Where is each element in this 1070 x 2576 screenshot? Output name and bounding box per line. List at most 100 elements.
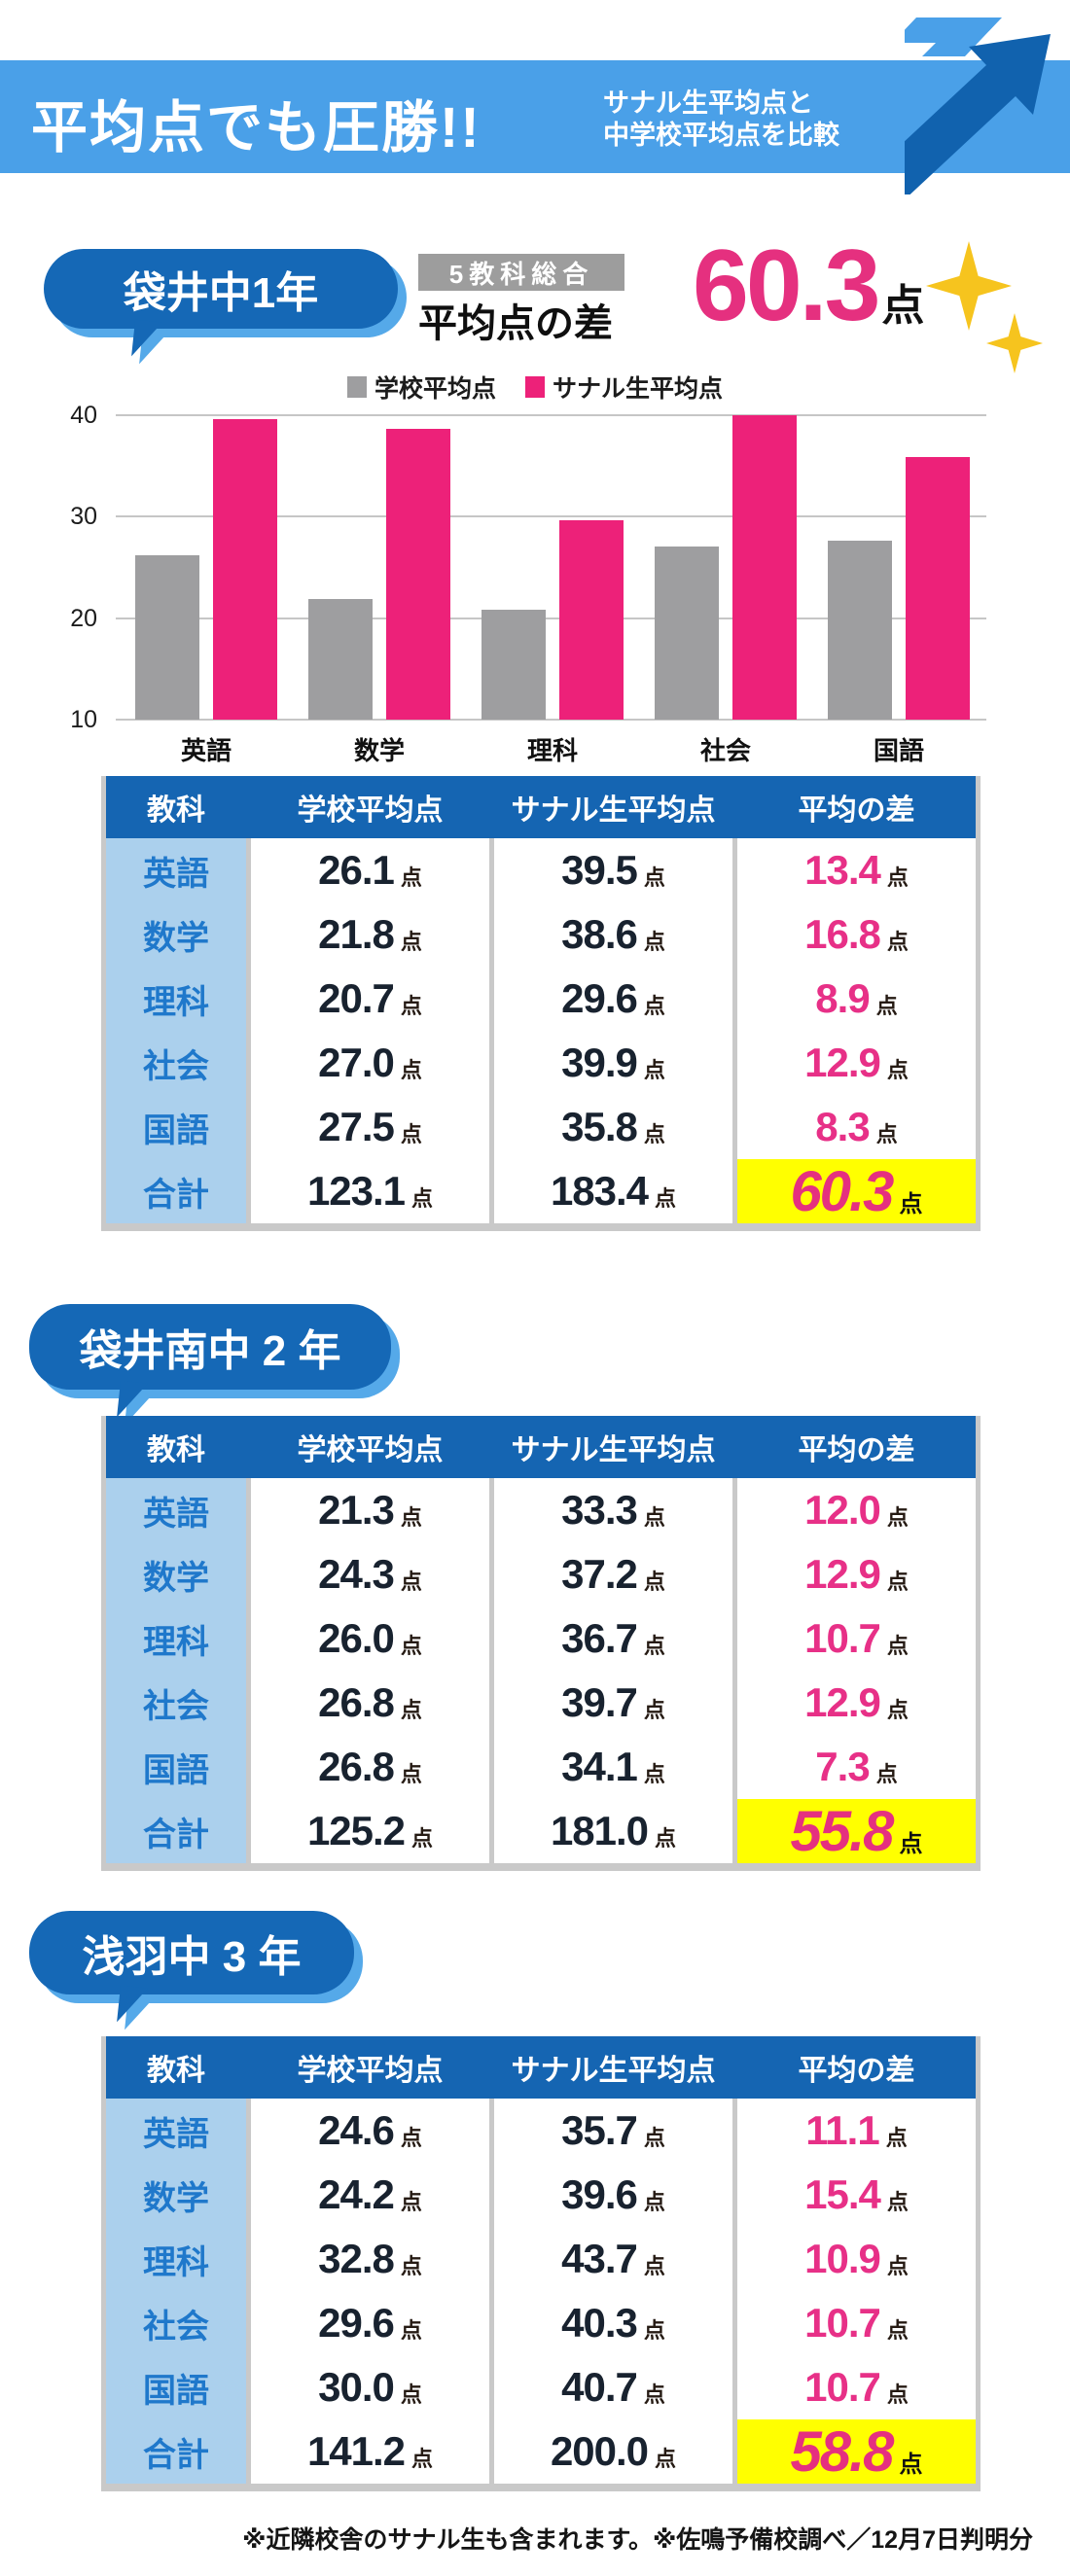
y-tick-20: 20 [70,604,97,632]
diff-value: 58.8 [790,2419,895,2484]
bar-サナル生平均点-国語 [906,456,970,720]
unit-label: 点 [886,1058,909,1082]
table-header: 教科 学校平均点 サナル生平均点 平均の差 [106,2036,976,2099]
unit-label: 点 [643,1505,665,1530]
bar-サナル生平均点-理科 [559,519,624,720]
unit-label: 点 [643,865,665,890]
y-tick-30: 30 [70,503,97,531]
legend-swatch-1 [525,376,545,398]
sparkle-icon [986,313,1043,373]
diff-cell: 12.9 点 [737,1031,976,1095]
school-bubble-1: 袋井中1年 [44,249,398,368]
bar-サナル生平均点-数学 [386,428,450,720]
diff-cell: 60.3 点 [737,1159,976,1223]
column-header-0: 教科 [147,1434,205,1466]
unit-label: 点 [411,2447,434,2471]
table-body: 英語 21.3 点 33.3 点 12.0 点数学 24.3 点 37.2 点 12.9 点理科 26.0… [106,1478,976,1863]
sanaru_avg-value: 33.3 [561,1487,638,1533]
subject-cell: 理科 [106,967,246,1031]
unit-label: 点 [411,1186,434,1211]
unit-label: 点 [400,2318,422,2343]
sanaru_avg-cell: 34.1 点 [494,1735,732,1799]
school_avg-cell: 141.2 点 [251,2419,489,2484]
unit-label: 点 [400,1762,422,1786]
category-label-3: 社会 [699,736,751,765]
subject-cell: 理科 [106,2227,246,2291]
unit-label: 点 [400,1634,422,1658]
diff-value: 15.4 [804,2171,881,2217]
page-title: 平均点でも圧勝!! [31,96,482,159]
sanaru_avg-cell: 39.9 点 [494,1031,732,1095]
sanaru_avg-value: 183.4 [550,1168,649,1214]
unit-label: 点 [899,1190,923,1217]
school_avg-value: 26.8 [318,1744,395,1789]
unit-label: 点 [655,2447,677,2471]
school_avg-cell: 123.1 点 [251,1159,489,1223]
subject-cell: 合計 [106,1799,246,1863]
school-bubble-2: 袋井南中 2 年 [29,1304,391,1429]
diff-cell: 10.7 点 [737,2355,976,2419]
school_avg-value: 123.1 [306,1168,406,1214]
diff-value: 10.7 [804,2300,881,2346]
subject-cell: 社会 [106,1031,246,1095]
sanaru_avg-value: 37.2 [561,1551,638,1597]
bar-学校平均点-英語 [135,555,199,720]
sanaru_avg-cell: 43.7 点 [494,2227,732,2291]
sanaru_avg-value: 35.7 [561,2107,638,2153]
sanaru_avg-value: 35.8 [561,1104,638,1149]
diff-value: 10.7 [804,2364,881,2410]
unit-label: 点 [400,2382,422,2407]
unit-label: 点 [400,2190,422,2214]
arrow-up-right-icon [873,0,1070,202]
unit-label: 点 [400,994,422,1018]
sanaru_avg-value: 29.6 [561,975,638,1021]
column-header-3: 平均の差 [798,794,915,827]
y-tick-40: 40 [70,402,97,430]
school-bubble-1-label: 袋井中1年 [123,269,319,317]
bar-学校平均点-社会 [655,546,719,720]
unit-label: 点 [643,2254,665,2278]
school_avg-value: 24.3 [318,1551,395,1597]
diff-value: 8.3 [815,1104,870,1149]
school_avg-cell: 125.2 点 [251,1799,489,1863]
grid-line-40 [116,414,986,417]
table-header: 教科 学校平均点 サナル生平均点 平均の差 [106,1416,976,1478]
column-header-2: サナル生平均点 [511,794,716,827]
school_avg-value: 141.2 [306,2428,406,2474]
unit-label: 点 [411,1826,434,1851]
subject-cell: 合計 [106,2419,246,2484]
subject-cell: 英語 [106,838,246,902]
sanaru_avg-cell: 40.3 点 [494,2291,732,2355]
legend-swatch-0 [346,376,367,398]
diff-cell: 12.9 点 [737,1542,976,1606]
diff-value: 13.4 [804,847,881,893]
school_avg-cell: 20.7 点 [251,967,489,1031]
unit-label: 点 [643,1762,665,1786]
bar-学校平均点-国語 [828,541,892,720]
sanaru_avg-cell: 37.2 点 [494,1542,732,1606]
school_avg-value: 27.0 [318,1040,395,1085]
header-subtitle: サナル生平均点と 中学校平均点を比較 [603,88,839,152]
bubble-tail [117,1380,148,1421]
school_avg-cell: 26.1 点 [251,838,489,902]
unit-label: 点 [400,2254,422,2278]
sanaru_avg-cell: 35.8 点 [494,1095,732,1159]
legend-item-1: サナル生平均点 [525,370,723,405]
diff-value: 7.3 [815,1744,870,1789]
legend-label-1: サナル生平均点 [553,375,724,403]
unit-label: 点 [899,2451,923,2478]
subject-count-badge: 5教科総合 [418,254,624,291]
subject-cell: 国語 [106,1095,246,1159]
school_avg-value: 26.0 [318,1615,395,1661]
unit-label: 点 [643,2190,665,2214]
diff-value: 55.8 [790,1799,895,1863]
score-table-1: 教科 学校平均点 サナル生平均点 平均の差 英語 26.1 点 39.5 点 13.4 点数学 21.… [101,776,981,1231]
unit-label: 点 [643,994,665,1018]
diff-value: 12.9 [804,1040,881,1085]
diff-cell: 7.3 点 [737,1735,976,1799]
diff-value: 12.9 [804,1551,881,1597]
school_avg-cell: 21.3 点 [251,1478,489,1542]
unit-label: 点 [643,1570,665,1594]
total-diff-score: 60.3 点 [693,235,924,336]
